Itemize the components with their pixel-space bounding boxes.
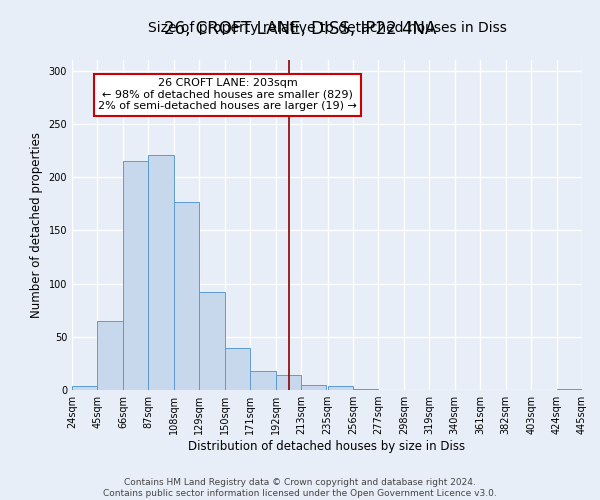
- Bar: [224, 348, 250, 390]
- X-axis label: Distribution of detached houses by size in Diss: Distribution of detached houses by size …: [188, 440, 466, 453]
- Bar: [328, 386, 353, 390]
- Bar: [97, 321, 123, 390]
- Y-axis label: Number of detached properties: Number of detached properties: [30, 132, 43, 318]
- Bar: [199, 292, 224, 390]
- Bar: [72, 386, 97, 390]
- Bar: [174, 202, 199, 390]
- Text: 26, CROFT LANE, DISS, IP22 4NA: 26, CROFT LANE, DISS, IP22 4NA: [164, 20, 436, 38]
- Text: Contains HM Land Registry data © Crown copyright and database right 2024.
Contai: Contains HM Land Registry data © Crown c…: [103, 478, 497, 498]
- Bar: [353, 389, 379, 390]
- Bar: [250, 371, 275, 390]
- Bar: [123, 161, 148, 390]
- Title: Size of property relative to detached houses in Diss: Size of property relative to detached ho…: [148, 21, 506, 35]
- Bar: [557, 389, 582, 390]
- Bar: [148, 154, 174, 390]
- Bar: [275, 375, 301, 390]
- Text: 26 CROFT LANE: 203sqm  
← 98% of detached houses are smaller (829)
2% of semi-de: 26 CROFT LANE: 203sqm ← 98% of detached …: [98, 78, 357, 112]
- Bar: [301, 384, 326, 390]
